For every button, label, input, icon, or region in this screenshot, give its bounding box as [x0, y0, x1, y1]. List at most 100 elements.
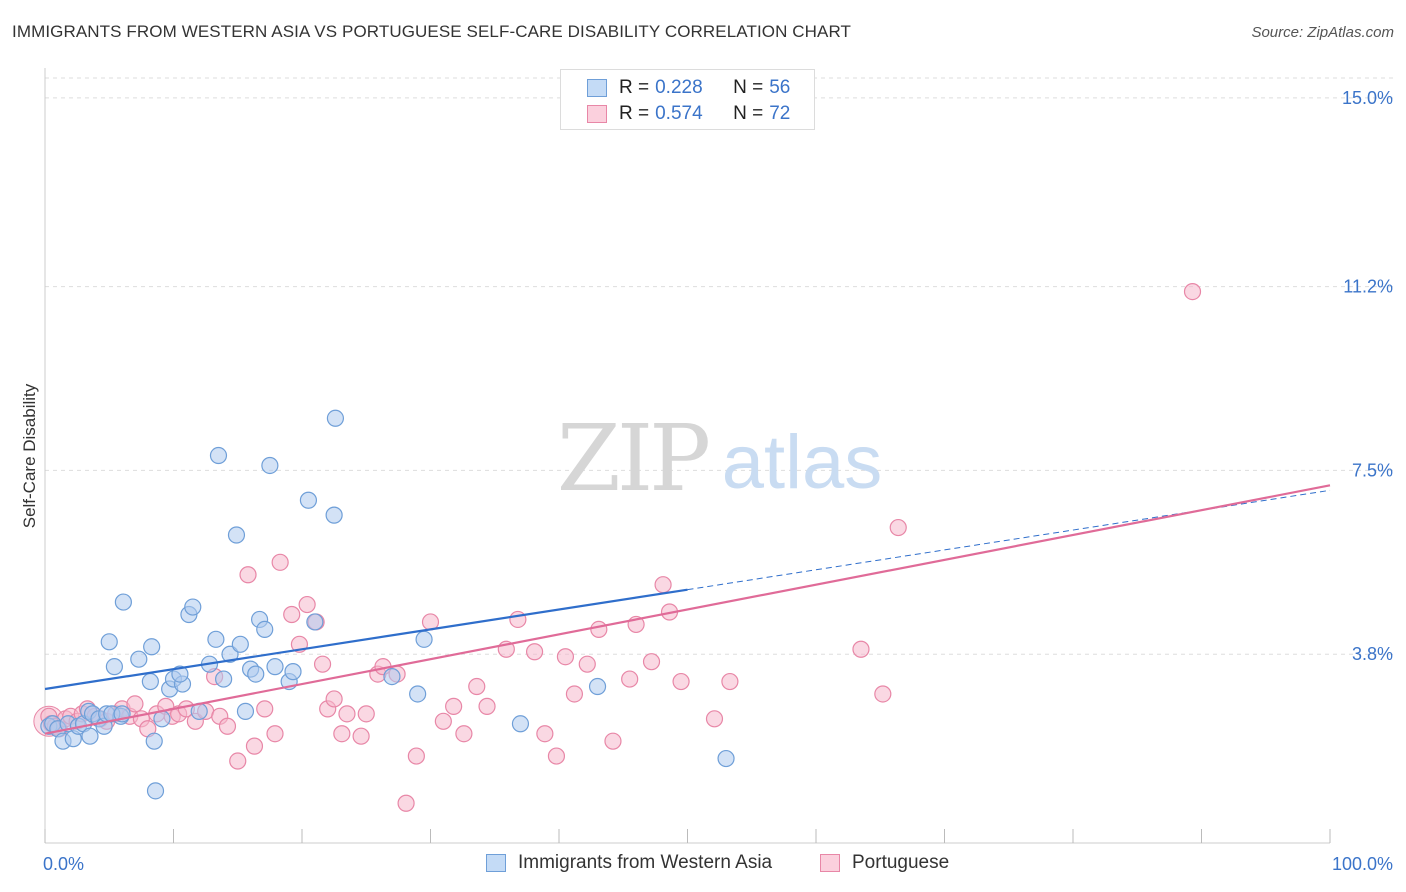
- trend-lines: [44, 484, 1331, 735]
- legend-n-value: 56: [769, 77, 791, 98]
- western-asia-point-35: [209, 446, 228, 465]
- portuguese-point-51: [434, 712, 452, 730]
- portuguese-point-31: [256, 700, 274, 718]
- portuguese-trend-line: [44, 484, 1331, 735]
- western-asia-point-57: [588, 677, 607, 696]
- chart-title: IMMIGRANTS FROM WESTERN ASIA VS PORTUGUE…: [12, 22, 852, 41]
- portuguese-point-68: [642, 653, 661, 671]
- western-asia-point-37: [221, 645, 239, 663]
- legend-n-value: 72: [769, 103, 791, 124]
- legend-row-western-asia: R = 0.228 N = 56: [587, 76, 790, 100]
- legend-r-label: R =: [619, 77, 650, 98]
- y-tick-label-0: 3.8%: [1352, 644, 1393, 664]
- portuguese-point-64: [590, 620, 608, 638]
- western-asia-point-50: [306, 613, 324, 631]
- western-asia-point-42: [247, 665, 265, 683]
- western-asia-point-22: [143, 638, 161, 656]
- western-asia-point-38: [227, 526, 246, 544]
- western-asia-point-52: [326, 409, 345, 427]
- series-legend: Immigrants from Western Asia Portuguese: [0, 852, 1406, 878]
- western-asia-point-15: [105, 658, 123, 676]
- portuguese-point-32: [266, 725, 284, 743]
- portuguese-point-53: [455, 725, 473, 743]
- source-label: Source: ZipAtlas.com: [1251, 24, 1394, 41]
- western-asia-point-39: [231, 635, 249, 653]
- western-asia-point-21: [141, 672, 159, 691]
- legend-n-label: N =: [733, 77, 764, 98]
- portuguese-point-42: [338, 705, 356, 723]
- western-asia-point-34: [207, 630, 225, 648]
- portuguese-point-63: [578, 655, 596, 673]
- x-tick-label-1: 100.0%: [1332, 854, 1393, 874]
- portuguese-point-44: [357, 705, 375, 723]
- portuguese-point-58: [525, 643, 544, 661]
- portuguese-point-41: [333, 725, 351, 743]
- legend-n-label: N =: [733, 103, 764, 124]
- y-tick-label-2: 11.2%: [1343, 277, 1393, 297]
- portuguese-point-61: [556, 648, 575, 666]
- western-asia-point-40: [236, 702, 255, 720]
- legend-r-value: 0.228: [655, 77, 703, 98]
- portuguese-point-27: [218, 717, 237, 735]
- watermark-zip: ZIP: [557, 405, 708, 512]
- portuguese-point-59: [536, 725, 554, 743]
- y-axis-label: Self-Care Disability: [20, 383, 39, 529]
- portuguese-point-77: [1183, 283, 1202, 301]
- stats-legend: R = 0.228 N = 56 R = 0.574 N = 72: [560, 69, 815, 130]
- portuguese-point-62: [565, 685, 584, 703]
- legend-r-label: R =: [619, 103, 650, 124]
- western-asia-point-48: [284, 663, 302, 681]
- series-legend-portuguese: Portuguese: [820, 852, 949, 874]
- western-asia-point-13: [100, 633, 118, 651]
- y-tick-label-3: 15.0%: [1342, 88, 1393, 108]
- portuguese-point-48: [397, 794, 415, 812]
- western-asia-point-55: [415, 630, 433, 648]
- portuguese-point-28: [229, 752, 247, 770]
- portuguese-point-65: [604, 732, 622, 750]
- portuguese-point-38: [313, 655, 332, 673]
- legend-row-portuguese: R = 0.574 N = 72: [587, 102, 790, 126]
- portuguese-point-55: [478, 697, 496, 715]
- x-tick-label-0: 0.0%: [43, 854, 84, 874]
- legend-swatch-pink: [587, 105, 607, 123]
- legend-r-value: 0.574: [655, 103, 703, 124]
- portuguese-point-66: [621, 670, 639, 688]
- portuguese-point-52: [445, 697, 463, 715]
- portuguese-point-75: [874, 685, 892, 703]
- portuguese-point-43: [352, 727, 370, 745]
- portuguese-point-36: [298, 595, 316, 614]
- portuguese-point-40: [325, 690, 343, 708]
- watermark-atlas: atlas: [722, 420, 883, 505]
- portuguese-point-49: [407, 747, 425, 765]
- western-asia-point-31: [184, 598, 202, 616]
- watermark: ZIP atlas: [557, 405, 882, 512]
- portuguese-point-74: [852, 640, 870, 658]
- portuguese-point-73: [721, 672, 739, 691]
- western-asia-point-53: [383, 667, 401, 686]
- western-asia-trend-extension: [687, 489, 1331, 591]
- western-asia-point-18: [114, 593, 132, 611]
- western-asia-point-46: [266, 658, 284, 676]
- western-asia-point-10: [81, 727, 99, 745]
- western-asia-point-51: [325, 506, 343, 524]
- portuguese-point-72: [705, 710, 724, 728]
- western-asia-point-44: [256, 620, 274, 638]
- portuguese-point-60: [547, 747, 566, 765]
- western-asia-point-29: [146, 782, 165, 800]
- western-asia-point-45: [261, 456, 279, 475]
- portuguese-point-57: [509, 610, 527, 629]
- western-asia-point-23: [145, 732, 163, 750]
- series-swatch-blue: [486, 854, 506, 872]
- portuguese-point-69: [654, 576, 672, 594]
- western-asia-trend-line: [44, 588, 688, 691]
- y-tick-label-1: 7.5%: [1352, 460, 1393, 480]
- western-asia-point-54: [409, 685, 427, 703]
- portuguese-points: [33, 283, 1202, 812]
- portuguese-point-29: [239, 566, 257, 584]
- axes: [44, 68, 1331, 844]
- portuguese-point-30: [245, 737, 264, 755]
- western-asia-point-58: [717, 749, 735, 768]
- portuguese-point-54: [468, 677, 486, 696]
- portuguese-point-71: [672, 672, 690, 691]
